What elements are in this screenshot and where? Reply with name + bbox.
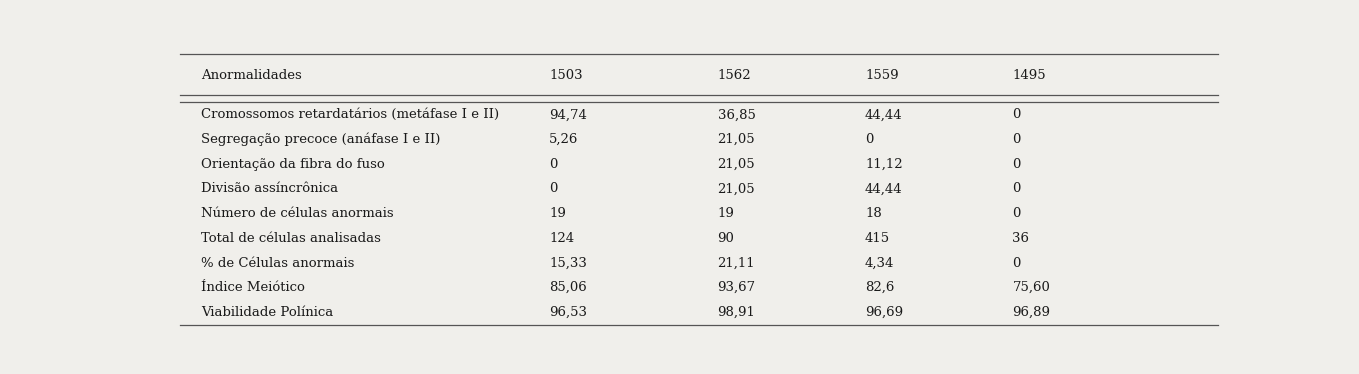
Text: 0: 0	[549, 183, 557, 196]
Text: 90: 90	[718, 232, 734, 245]
Text: 1562: 1562	[718, 68, 752, 82]
Text: 1559: 1559	[866, 68, 898, 82]
Text: 21,11: 21,11	[718, 257, 756, 270]
Text: 94,74: 94,74	[549, 108, 587, 121]
Text: 15,33: 15,33	[549, 257, 587, 270]
Text: 82,6: 82,6	[866, 281, 894, 294]
Text: 98,91: 98,91	[718, 306, 756, 319]
Text: Segregação precoce (anáfase I e II): Segregação precoce (anáfase I e II)	[201, 133, 440, 146]
Text: Orientação da fibra do fuso: Orientação da fibra do fuso	[201, 158, 385, 171]
Text: Total de células analisadas: Total de células analisadas	[201, 232, 382, 245]
Text: 0: 0	[866, 133, 874, 146]
Text: Número de células anormais: Número de células anormais	[201, 207, 394, 220]
Text: 36,85: 36,85	[718, 108, 756, 121]
Text: 44,44: 44,44	[866, 183, 902, 196]
Text: 0: 0	[549, 158, 557, 171]
Text: 96,53: 96,53	[549, 306, 587, 319]
Text: 36: 36	[1012, 232, 1030, 245]
Text: 415: 415	[866, 232, 890, 245]
Text: 19: 19	[718, 207, 734, 220]
Text: 5,26: 5,26	[549, 133, 579, 146]
Text: 0: 0	[1012, 108, 1021, 121]
Text: 0: 0	[1012, 133, 1021, 146]
Text: 19: 19	[549, 207, 565, 220]
Text: Índice Meiótico: Índice Meiótico	[201, 281, 306, 294]
Text: 21,05: 21,05	[718, 133, 756, 146]
Text: 21,05: 21,05	[718, 158, 756, 171]
Text: 96,69: 96,69	[866, 306, 904, 319]
Text: 85,06: 85,06	[549, 281, 587, 294]
Text: 4,34: 4,34	[866, 257, 894, 270]
Text: 93,67: 93,67	[718, 281, 756, 294]
Text: 21,05: 21,05	[718, 183, 756, 196]
Text: % de Células anormais: % de Células anormais	[201, 257, 355, 270]
Text: 11,12: 11,12	[866, 158, 902, 171]
Text: 0: 0	[1012, 158, 1021, 171]
Text: Viabilidade Polínica: Viabilidade Polínica	[201, 306, 334, 319]
Text: 96,89: 96,89	[1012, 306, 1051, 319]
Text: 44,44: 44,44	[866, 108, 902, 121]
Text: 18: 18	[866, 207, 882, 220]
Text: 1495: 1495	[1012, 68, 1046, 82]
Text: 0: 0	[1012, 207, 1021, 220]
Text: 0: 0	[1012, 257, 1021, 270]
Text: 124: 124	[549, 232, 573, 245]
Text: Divisão assíncrônica: Divisão assíncrônica	[201, 183, 338, 196]
Text: 75,60: 75,60	[1012, 281, 1051, 294]
Text: 1503: 1503	[549, 68, 583, 82]
Text: 0: 0	[1012, 183, 1021, 196]
Text: Cromossomos retardatários (metáfase I e II): Cromossomos retardatários (metáfase I e …	[201, 108, 500, 121]
Text: Anormalidades: Anormalidades	[201, 68, 302, 82]
